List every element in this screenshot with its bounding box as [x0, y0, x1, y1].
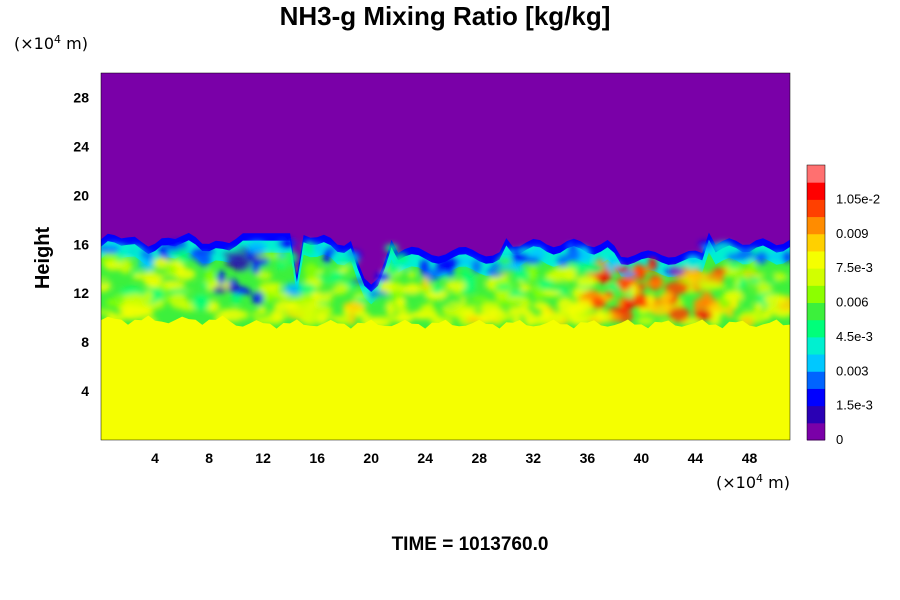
y-tick-label: 16: [73, 236, 89, 252]
x-axis-unit: (×104 m): [716, 472, 790, 493]
x-tick-label: 28: [472, 450, 488, 466]
colorbar-swatch: [807, 250, 825, 269]
x-tick-label: 8: [205, 450, 213, 466]
colorbar-tick-label: 1.05e-2: [836, 191, 880, 206]
colorbar-swatch: [807, 336, 825, 355]
x-tick-label: 44: [688, 450, 704, 466]
colorbar-swatch: [807, 199, 825, 218]
field-turbulence: [101, 237, 790, 329]
x-tick-label: 32: [526, 450, 542, 466]
x-tick-label: 20: [363, 450, 379, 466]
colorbar-swatch: [807, 233, 825, 252]
x-axis-ticks: 4 8 12 16 20 24 28 32 36 40 44 48: [151, 450, 757, 466]
colorbar-swatch: [807, 405, 825, 424]
y-tick-label: 4: [81, 383, 89, 399]
colorbar-swatch: [807, 285, 825, 303]
colorbar-tick-label: 0: [836, 432, 843, 447]
y-tick-label: 20: [73, 187, 89, 203]
x-tick-label: 24: [417, 450, 433, 466]
colorbar-swatch: [807, 388, 825, 407]
x-tick-label: 16: [309, 450, 325, 466]
colorbar-tick-label: 0.009: [836, 226, 869, 241]
colorbar-swatch: [807, 268, 825, 286]
colorbar-swatch: [807, 319, 825, 338]
x-tick-label: 12: [255, 450, 271, 466]
x-tick-label: 4: [151, 450, 159, 466]
chart-title: NH3-g Mixing Ratio [kg/kg]: [280, 1, 611, 31]
colorbar-tick-label: 1.5e-3: [836, 398, 873, 413]
colorbar: [806, 164, 826, 441]
colorbar-tick-label: 7.5e-3: [836, 260, 873, 275]
y-axis-unit: (×104 m): [14, 33, 88, 54]
colorbar-swatch: [807, 302, 825, 321]
colorbar-swatch: [807, 422, 825, 441]
field-lower: [101, 315, 790, 440]
colorbar-frame: [806, 164, 826, 441]
colorbar-swatch: [807, 182, 825, 200]
x-tick-label: 36: [580, 450, 596, 466]
colorbar-swatch: [807, 354, 825, 372]
colorbar-tick-label: 4.5e-3: [836, 329, 873, 344]
y-axis-ticks: 4 8 12 16 20 24 28: [73, 90, 89, 400]
colorbar-tick-label: 0.003: [836, 363, 869, 378]
plot-frame: [100, 72, 791, 441]
x-tick-label: 40: [634, 450, 650, 466]
y-tick-label: 12: [73, 285, 89, 301]
y-tick-label: 28: [73, 90, 89, 106]
x-tick-label: 48: [742, 450, 758, 466]
colorbar-swatch: [807, 216, 825, 235]
y-tick-label: 24: [73, 138, 89, 154]
time-label: TIME = 1013760.0: [392, 534, 549, 555]
colorbar-ticks: 0 1.5e-3 0.003 4.5e-3 0.006 7.5e-3 0.009 1.05e-…: [836, 191, 880, 447]
colorbar-swatch: [807, 165, 825, 183]
y-tick-label: 8: [81, 334, 89, 350]
colorbar-tick-label: 0.006: [836, 295, 869, 310]
colorbar-swatch: [807, 371, 825, 389]
y-axis-label: Height: [32, 227, 54, 290]
plot-area: [100, 72, 791, 441]
